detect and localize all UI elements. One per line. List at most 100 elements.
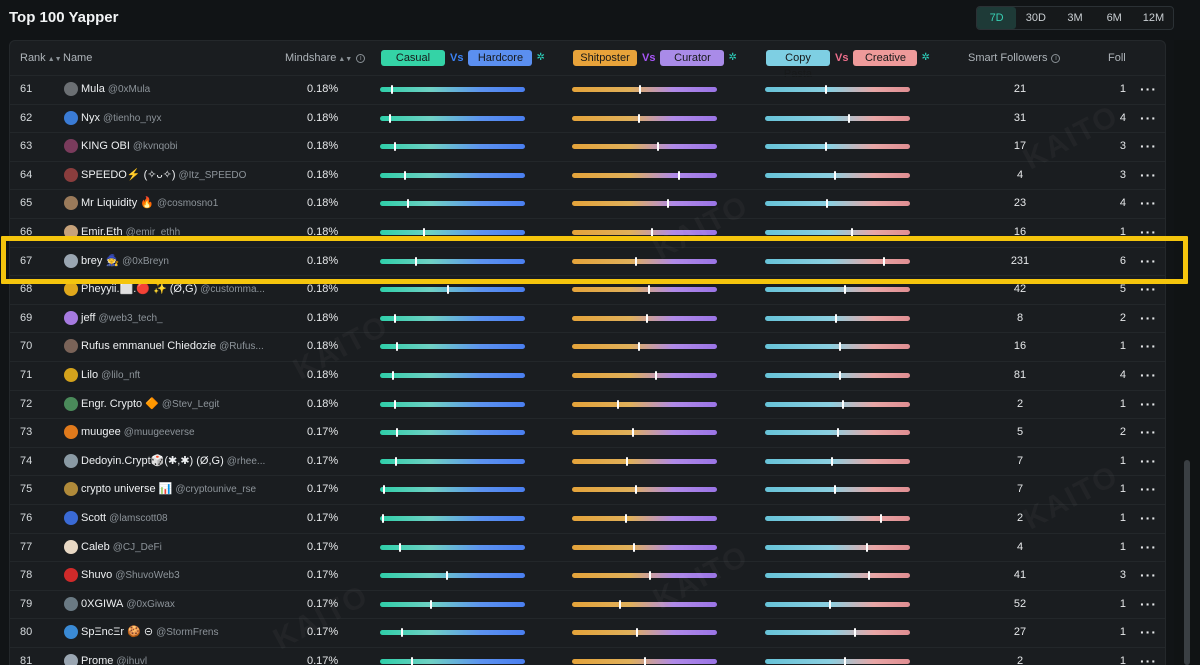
user-name-cell[interactable]: Pheyyii.⬜.🔴 ✨ (Ø,G) @customma...	[81, 276, 265, 303]
user-handle: @web3_tech_	[98, 312, 163, 324]
period-tab-3m[interactable]: 3M	[1067, 12, 1083, 24]
rank-cell: 70	[20, 340, 33, 353]
table-header: Rank ▲▼ Name Mindshare ▲▼ i Casual Vs Hardc…	[10, 41, 1165, 80]
more-options-icon[interactable]: ···	[1140, 567, 1157, 584]
table-row[interactable]: 81 Prome @ihuvl 0.17% 2 1 ···	[10, 647, 1165, 665]
user-name: Scott	[81, 512, 107, 524]
user-name-cell[interactable]: KING OBI @kvnqobi	[81, 133, 178, 160]
table-row[interactable]: 73 muugee @muugeeverse 0.17% 5 2 ···	[10, 418, 1165, 447]
table-row[interactable]: 61 Mula @0xMula 0.18% 21 1 ···	[10, 75, 1165, 104]
table-row[interactable]: 74 Dedoyin.Crypt🎲(✱,✱) (Ø,G) @rhee... 0.17%…	[10, 446, 1165, 476]
settings-icon[interactable]: ✲	[728, 52, 737, 63]
more-options-icon[interactable]: ···	[1140, 166, 1157, 183]
more-options-icon[interactable]: ···	[1140, 338, 1157, 355]
more-options-icon[interactable]: ···	[1140, 109, 1157, 126]
more-options-icon[interactable]: ···	[1140, 538, 1157, 555]
info-icon[interactable]: i	[356, 54, 366, 63]
user-name-cell[interactable]: SpΞncΞr 🍪 ⊝ @StormFrens	[81, 619, 218, 646]
user-name-cell[interactable]: muugee @muugeeverse	[81, 419, 195, 446]
table-row[interactable]: 64 SPEEDO⚡ (✧ᴗ✧) @Itz_SPEEDO 0.18% 4 3 ···	[10, 160, 1165, 190]
user-name-cell[interactable]: Shuvo @ShuvoWeb3	[81, 562, 180, 589]
followers-cell: 6	[1119, 254, 1126, 267]
info-icon[interactable]: i	[1051, 54, 1061, 63]
user-handle: @cryptounive_rse	[175, 484, 257, 496]
settings-icon[interactable]: ✲	[536, 52, 545, 63]
table-row[interactable]: 77 Caleb @CJ_DeFi 0.17% 4 1 ···	[10, 532, 1165, 562]
more-options-icon[interactable]: ···	[1140, 424, 1157, 441]
followers-column-header[interactable]: Foll	[1108, 52, 1126, 64]
more-options-icon[interactable]: ···	[1140, 281, 1157, 298]
scrollbar[interactable]	[1174, 40, 1200, 665]
more-options-icon[interactable]: ···	[1140, 395, 1157, 412]
period-tab-7d[interactable]: 7D	[977, 7, 1017, 29]
more-options-icon[interactable]: ···	[1140, 481, 1157, 498]
bar-marker	[399, 542, 402, 552]
user-name-cell[interactable]: Emir.Eth @emir_ethh	[81, 219, 180, 246]
user-name-cell[interactable]: Scott @lamscott08	[81, 505, 168, 532]
rank-cell: 68	[20, 283, 33, 296]
user-name-cell[interactable]: Nyx @tienho_nyx	[81, 105, 161, 132]
user-name-cell[interactable]: Rufus emmanuel Chiedozie @Rufus...	[81, 333, 264, 360]
settings-icon[interactable]: ✲	[921, 52, 930, 63]
smart-followers-cell: 16	[1013, 226, 1027, 238]
more-options-icon[interactable]: ···	[1140, 452, 1157, 469]
table-row[interactable]: 79 0XGIWA @0xGiwax 0.17% 52 1 ···	[10, 589, 1165, 619]
table-row[interactable]: 76 Scott @lamscott08 0.17% 2 1 ···	[10, 504, 1165, 533]
casual-hardcore-bar	[380, 285, 525, 295]
more-options-icon[interactable]: ···	[1140, 224, 1157, 240]
more-options-icon[interactable]: ···	[1140, 653, 1157, 665]
user-name-cell[interactable]: Caleb @CJ_DeFi	[81, 534, 162, 561]
scrollbar-thumb[interactable]	[1184, 460, 1190, 665]
mindshare-column-header[interactable]: Mindshare ▲▼ i	[285, 41, 366, 77]
more-options-icon[interactable]: ···	[1140, 81, 1157, 97]
mindshare-cell: 0.18%	[307, 369, 339, 381]
user-name-cell[interactable]: Lilo @lilo_nft	[81, 362, 140, 389]
more-options-icon[interactable]: ···	[1140, 624, 1157, 641]
more-options-icon[interactable]: ···	[1140, 252, 1157, 269]
more-options-icon[interactable]: ···	[1140, 510, 1157, 526]
table-row[interactable]: 67 brey 🧙 @0xBreyn 0.18% 231 6 ···	[10, 246, 1165, 276]
bar-marker	[882, 256, 885, 266]
period-tab-12m[interactable]: 12M	[1142, 12, 1165, 24]
avatar	[64, 196, 78, 211]
bar-marker	[445, 571, 448, 581]
user-name-cell[interactable]: crypto universe 📊 @cryptounive_rse	[81, 476, 256, 503]
smart-followers-cell: 52	[1013, 597, 1027, 610]
more-options-icon[interactable]: ···	[1140, 595, 1157, 612]
user-name-cell[interactable]: Engr. Crypto 🔶 @Stev_Legit	[81, 391, 219, 418]
smart-followers-column-header[interactable]: Smart Followers i	[968, 41, 1061, 75]
table-row[interactable]: 65 Mr Liquidity 🔥 @cosmosno1 0.18% 23 4 ···	[10, 189, 1165, 218]
table-row[interactable]: 62 Nyx @tienho_nyx 0.18% 31 4 ···	[10, 103, 1165, 133]
table-row[interactable]: 80 SpΞncΞr 🍪 ⊝ @StormFrens 0.17% 27 1 ···	[10, 618, 1165, 647]
table-row[interactable]: 75 crypto universe 📊 @cryptounive_rse 0.17%…	[10, 475, 1165, 504]
table-row[interactable]: 63 KING OBI @kvnqobi 0.18% 17 3 ···	[10, 132, 1165, 161]
table-row[interactable]: 71 Lilo @lilo_nft 0.18% 81 4 ···	[10, 361, 1165, 390]
table-row[interactable]: 66 Emir.Eth @emir_ethh 0.18% 16 1 ···	[10, 218, 1165, 247]
user-name-cell[interactable]: Prome @ihuvl	[81, 648, 147, 665]
table-row[interactable]: 78 Shuvo @ShuvoWeb3 0.17% 41 3 ···	[10, 561, 1165, 590]
table-row[interactable]: 72 Engr. Crypto 🔶 @Stev_Legit 0.18% 2 1 ···	[10, 389, 1165, 419]
more-options-icon[interactable]: ···	[1140, 195, 1157, 212]
table-row[interactable]: 68 Pheyyii.⬜.🔴 ✨ (Ø,G) @customma... 0.18% 42…	[10, 275, 1165, 304]
user-name-cell[interactable]: Dedoyin.Crypt🎲(✱,✱) (Ø,G) @rhee...	[81, 448, 265, 475]
user-name-cell[interactable]: Mula @0xMula	[81, 76, 150, 103]
shitposter-curator-bar	[572, 599, 717, 609]
more-options-icon[interactable]: ···	[1140, 309, 1157, 326]
user-name-cell[interactable]: jeff @web3_tech_	[81, 305, 163, 332]
bar-marker	[415, 256, 418, 266]
more-options-icon[interactable]: ···	[1140, 138, 1157, 155]
more-options-icon[interactable]: ···	[1140, 367, 1157, 383]
user-name-cell[interactable]: brey 🧙 @0xBreyn	[81, 248, 169, 275]
user-name-cell[interactable]: SPEEDO⚡ (✧ᴗ✧) @Itz_SPEEDO	[81, 162, 246, 189]
avatar	[64, 511, 78, 525]
followers-cell: 1	[1119, 512, 1126, 524]
rank-column-header[interactable]: Rank ▲▼	[20, 52, 62, 64]
user-name-cell[interactable]: 0XGIWA @0xGiwax	[81, 591, 175, 618]
period-tab-30d[interactable]: 30D	[1025, 12, 1046, 24]
table-row[interactable]: 69 jeff @web3_tech_ 0.18% 8 2 ···	[10, 303, 1165, 333]
period-tab-6m[interactable]: 6M	[1106, 12, 1122, 24]
user-name-cell[interactable]: Mr Liquidity 🔥 @cosmosno1	[81, 190, 218, 217]
table-row[interactable]: 70 Rufus emmanuel Chiedozie @Rufus... 0.18%…	[10, 332, 1165, 361]
bar-marker	[447, 285, 450, 295]
shitposter-curator-bar	[572, 657, 717, 665]
